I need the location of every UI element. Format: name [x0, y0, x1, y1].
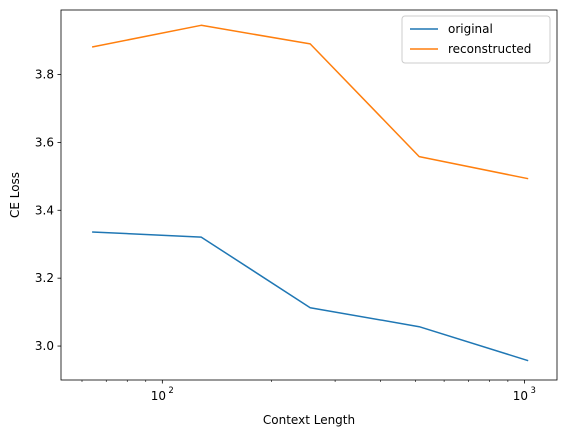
x-tick-exponent: 2: [168, 386, 173, 396]
legend-label-reconstructed: reconstructed: [448, 42, 531, 56]
y-axis-label: CE Loss: [8, 172, 22, 218]
x-minor-ticks: [81, 380, 509, 382]
y-tick-label: 3.0: [35, 339, 54, 353]
y-axis-ticks: 3.0 3.2 3.4 3.6 3.8: [35, 67, 61, 353]
series-line-original: [92, 231, 529, 362]
y-tick-label: 3.4: [35, 203, 54, 217]
legend-box: [401, 15, 551, 64]
plot-area: [60, 9, 558, 381]
x-tick-exponent: 3: [530, 386, 535, 396]
series-line-reconstructed: [91, 24, 529, 180]
series-layer: [91, 24, 529, 362]
legend: original reconstructed: [401, 15, 551, 64]
x-axis-ticks: 10 2 10 3: [151, 380, 536, 403]
x-tick-label: 10: [513, 389, 528, 403]
legend-label-original: original: [448, 22, 493, 36]
y-tick-label: 3.8: [35, 67, 54, 81]
y-tick-label: 3.6: [35, 135, 54, 149]
y-tick-label: 3.2: [35, 271, 54, 285]
x-axis-label: Context Length: [263, 413, 355, 427]
x-tick-label: 10: [151, 389, 166, 403]
